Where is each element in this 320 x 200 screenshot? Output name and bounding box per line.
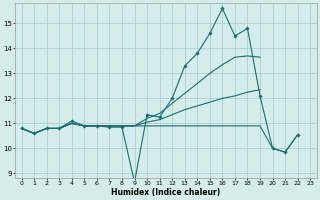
X-axis label: Humidex (Indice chaleur): Humidex (Indice chaleur) bbox=[111, 188, 220, 197]
